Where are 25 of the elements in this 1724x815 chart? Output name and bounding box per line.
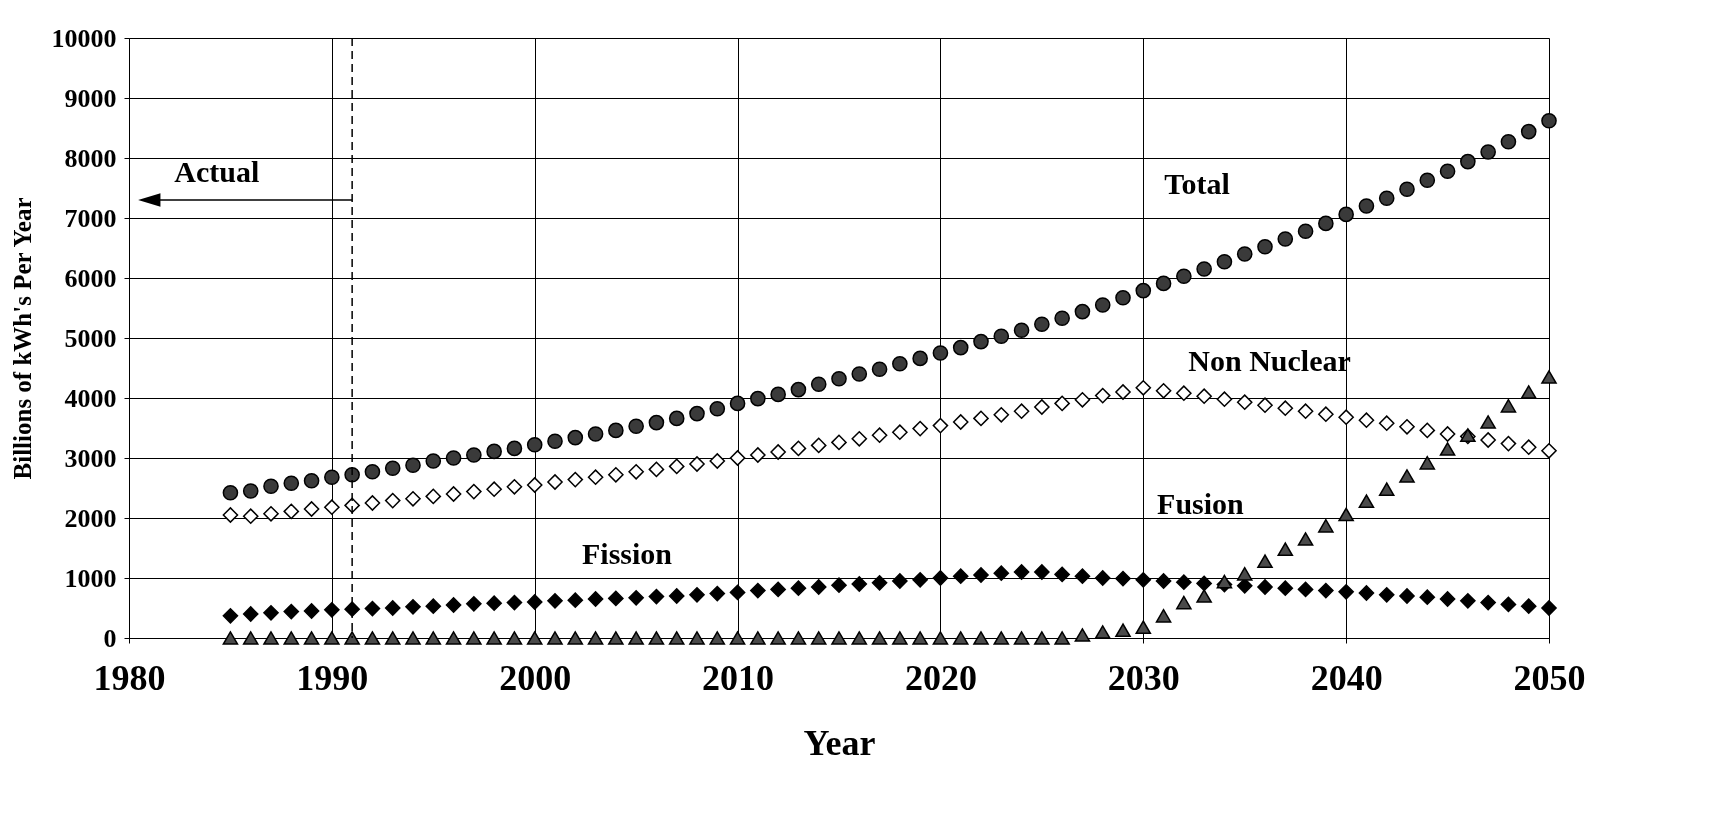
y-tick-label: 3000 [64, 443, 117, 473]
x-tick-label: 2000 [499, 657, 572, 698]
y-tick-label: 8000 [64, 143, 117, 173]
y-tick-label: 4000 [64, 383, 117, 413]
x-tick-label: 1980 [93, 657, 166, 698]
y-tick-label: 10000 [51, 23, 117, 53]
series-label: Total [1164, 167, 1230, 200]
annotation: Actual [174, 155, 260, 188]
series-label: Fission [581, 537, 673, 571]
y-tick-label: 9000 [64, 83, 117, 113]
x-tick-label: 2030 [1107, 657, 1180, 698]
y-tick-label: 2000 [64, 503, 117, 533]
series-label: Fusion [1157, 486, 1245, 520]
y-tick-label: 1000 [64, 563, 117, 593]
x-tick-label: 2040 [1310, 657, 1383, 698]
y-tick-label: 6000 [64, 263, 117, 293]
y-tick-label: 0 [103, 623, 117, 653]
y-tick-label: 7000 [64, 203, 117, 233]
x-tick-label: 2010 [702, 657, 775, 698]
x-tick-label: 2020 [904, 657, 977, 698]
x-axis-title: Year [803, 722, 876, 763]
y-axis-title: Billions of kWh's Per Year [8, 197, 36, 480]
x-tick-label: 1990 [296, 657, 369, 698]
x-tick-label: 2050 [1513, 657, 1586, 698]
y-tick-label: 5000 [64, 323, 117, 353]
